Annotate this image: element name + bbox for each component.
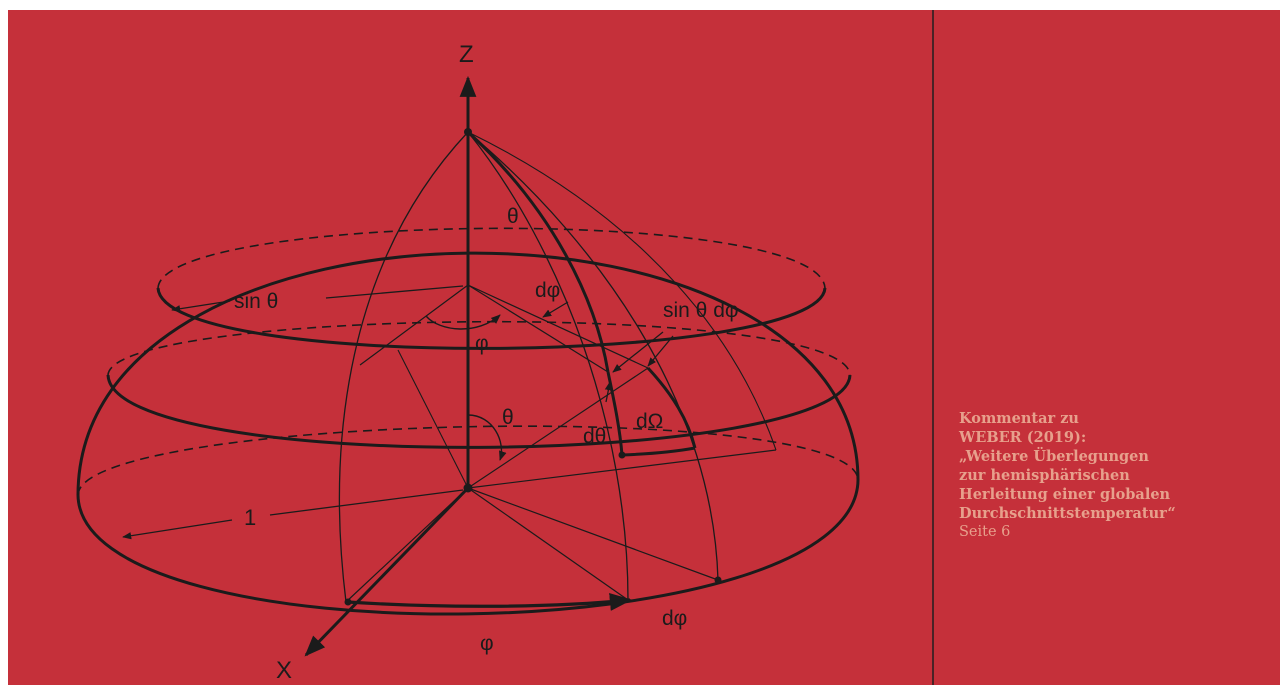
upper-center-to-ring [359, 284, 469, 366]
radius-one-label: 1 [244, 505, 256, 530]
sin-theta-leader-left [171, 300, 231, 313]
meridian-left [338, 131, 469, 603]
lower-ring-back [107, 320, 851, 376]
patch-bottom-edge [621, 446, 696, 457]
center-to-upper-left [397, 349, 469, 489]
sin-theta-dphi-label: sin θ dφ [663, 299, 739, 322]
patch-corner-point [618, 451, 626, 459]
x-axis-label: X [276, 657, 292, 684]
poster-panel: Z X [8, 10, 1280, 685]
hemisphere-diagram: Z X [76, 41, 860, 684]
patch-right-edge [646, 366, 697, 449]
dtheta-label: dθ [583, 425, 606, 448]
base-phi-arc [347, 593, 633, 611]
sin-theta-dphi-leader-right [647, 335, 674, 367]
phi-base-label: φ [480, 632, 494, 655]
dphi-base-label: dφ [662, 607, 687, 630]
meridian-theta-arc [466, 130, 610, 373]
pole-point [464, 128, 472, 136]
dphi-upper-label: dφ [535, 279, 560, 302]
upper-ring-front [156, 287, 827, 350]
base-left-point [344, 598, 352, 606]
meridian-far-right [467, 131, 777, 451]
vertical-divider [932, 10, 934, 685]
theta-top-label: θ [507, 205, 519, 228]
sin-theta-dphi-leader-left [612, 331, 664, 373]
theta-inner-label: θ [502, 406, 514, 429]
caption-line: „Weitere Überlegungen [959, 448, 1149, 465]
caption-line: zur hemisphärischen [959, 467, 1130, 484]
theta-angle-arc [467, 414, 507, 461]
sin-theta-leader-right [325, 285, 464, 299]
base-right-point [714, 576, 722, 584]
caption-page-number: Seite 6 [959, 524, 1011, 540]
caption-line: WEBER (2019): [959, 429, 1087, 446]
lower-ring-front [106, 374, 852, 449]
z-axis-label: Z [459, 41, 474, 68]
dtheta-leader [604, 381, 612, 403]
meridian-right [467, 131, 719, 581]
radius-leader-left [122, 519, 233, 540]
upper-center-to-right [467, 284, 649, 369]
center-to-base-left [345, 487, 469, 603]
domega-label: dΩ [636, 410, 663, 433]
caption-line: Herleitung einer globalen [959, 486, 1171, 503]
center-to-ring-right [467, 449, 777, 489]
upper-center-to-patch [467, 284, 609, 373]
caption-block: Kommentar zu WEBER (2019): „Weitere Über… [959, 409, 1269, 542]
phi-angle-arc [425, 314, 501, 330]
meridian-center [467, 131, 629, 601]
origin-point [463, 483, 473, 493]
dphi-leader [542, 301, 569, 318]
center-to-patch [467, 367, 649, 489]
upper-ring-back [157, 227, 826, 289]
caption-line: Durchschnittstemperatur“ [959, 505, 1176, 522]
center-to-base-mid [467, 487, 629, 601]
base-ellipse-back [77, 425, 859, 496]
caption-line: Kommentar zu [959, 410, 1079, 427]
center-to-base-right [467, 487, 719, 581]
radius-leader-right [269, 489, 464, 516]
base-ellipse-front [76, 479, 860, 616]
x-axis-line [304, 486, 470, 657]
phi-upper-label: φ [475, 332, 489, 355]
sin-theta-label: sin θ [234, 290, 278, 313]
